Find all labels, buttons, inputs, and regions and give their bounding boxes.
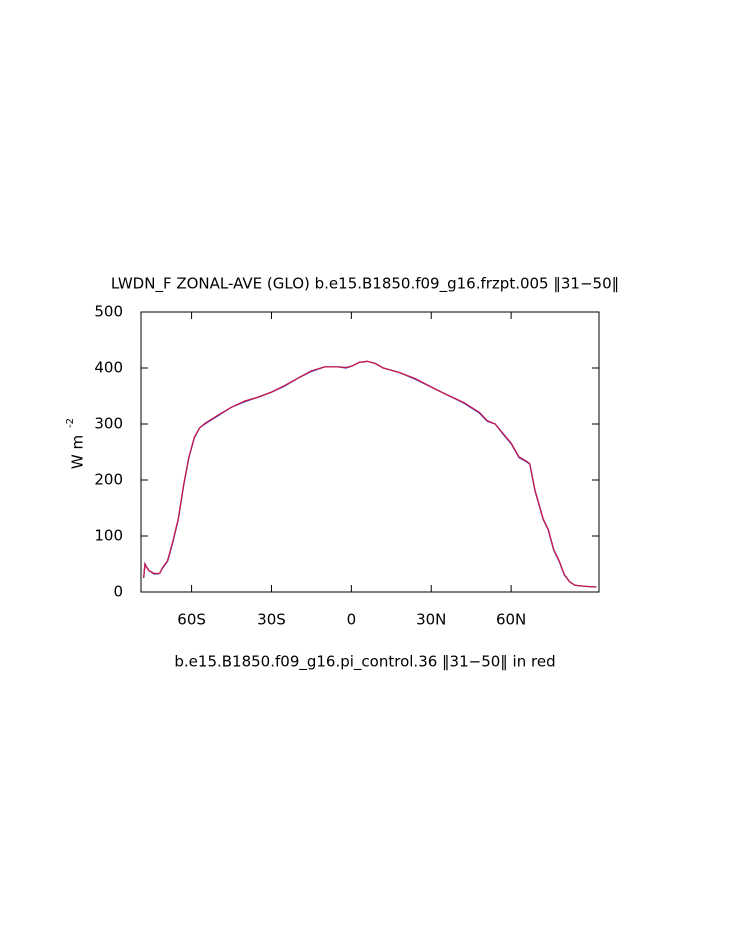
chart-subtitle: b.e15.B1850.f09_g16.pi_control.36 ‖31−50…	[174, 653, 555, 672]
y-label: W m	[69, 435, 87, 469]
x-tick-label: 30S	[257, 611, 286, 629]
x-tick-label: 60S	[177, 611, 206, 629]
plot-frame	[140, 311, 600, 593]
y-tick-label: 300	[94, 415, 123, 433]
y-tick-label: 200	[94, 471, 123, 489]
y-axis-title: W m -2	[65, 418, 87, 469]
y-tick-label: 400	[94, 359, 123, 377]
y-tick-label: 500	[94, 303, 123, 321]
x-tick-label: 30N	[416, 611, 446, 629]
chart-title: LWDN_F ZONAL-AVE (GLO) b.e15.B1850.f09_g…	[111, 275, 619, 294]
y-tick-label: 0	[113, 583, 123, 601]
x-tick-label: 0	[347, 611, 357, 629]
data-line	[143, 360, 597, 588]
y-tick-label: 100	[94, 527, 123, 545]
x-tick-label: 60N	[496, 611, 526, 629]
y-label-superscript: -2	[65, 418, 76, 428]
data-line	[143, 360, 597, 588]
